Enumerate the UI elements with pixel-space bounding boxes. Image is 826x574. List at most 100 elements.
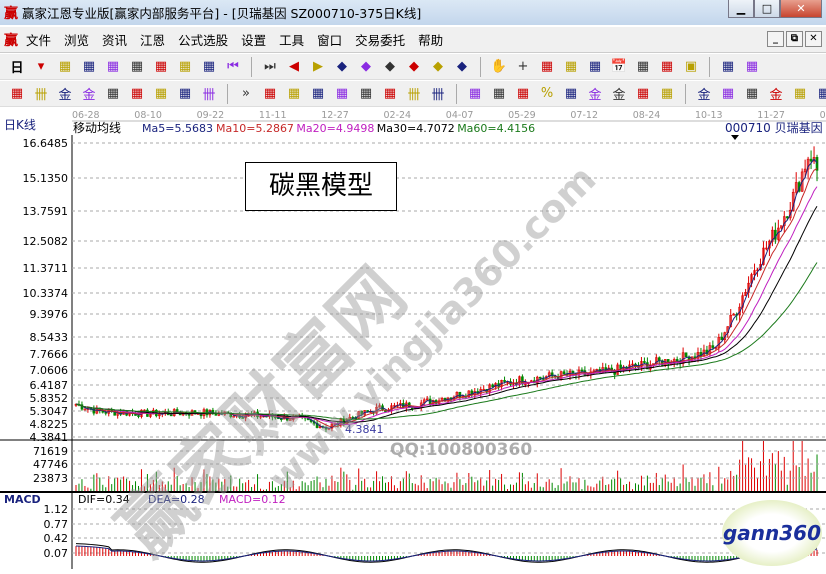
grid3-icon[interactable]: 卌 [407,88,421,103]
calculator-icon[interactable]: ▦ [636,59,650,74]
grid4-icon[interactable]: 卌 [431,88,445,103]
menu-gann[interactable]: 江恩 [140,33,166,48]
notes-icon[interactable]: ▦ [660,59,674,74]
fan-icon[interactable]: ▦ [287,86,301,101]
gold-circle-icon[interactable]: 金 [588,88,602,103]
square2-icon[interactable]: ▦ [335,86,349,101]
hand-icon[interactable]: ✋ [490,59,508,74]
shen-icon[interactable]: ▦ [793,86,807,101]
grid-icon[interactable]: 卌 [34,88,48,103]
menu-trade[interactable]: 交易委托 [355,33,406,48]
square-fan-icon[interactable]: ▦ [311,86,325,101]
gold-icon[interactable]: 金 [58,88,72,103]
gann-arrow-left-icon[interactable]: ◆ [337,59,347,74]
ma-line [75,205,818,423]
jie-icon[interactable]: ▦ [564,59,578,74]
menu-help[interactable]: 帮助 [418,33,444,48]
menu-settings[interactable]: 设置 [241,33,267,48]
ma-value: Ma5=5.5683 [142,122,213,135]
candle-body [547,372,551,377]
percent-icon[interactable]: % [540,86,554,101]
print-icon[interactable]: ▦ [745,59,759,74]
menu-browse[interactable]: 浏览 [64,33,90,48]
ma3-icon[interactable]: ▦ [106,59,120,74]
period-dropdown[interactable]: ▾ [37,59,45,74]
gold-line-icon[interactable]: 金 [697,88,711,103]
circle-icon[interactable]: ▦ [178,86,192,101]
gann-arrow-right-icon[interactable]: ◆ [361,59,371,74]
ying-icon[interactable]: ▦ [817,86,826,101]
gann-arrow-in-icon[interactable]: ◆ [409,59,419,74]
mdi-restore-button[interactable]: ⧉ [786,31,803,47]
first-icon[interactable]: ⏮ [227,59,239,74]
candle-body [765,247,768,250]
menu-formula[interactable]: 公式选股 [178,33,229,48]
candle-body [378,405,381,408]
percent-lines-icon[interactable]: ▦ [564,86,578,101]
candle-body [741,295,744,308]
ma9-icon[interactable]: ▦ [130,59,144,74]
candle-body [732,313,735,316]
j-icon[interactable]: ▦ [721,86,735,101]
last-icon[interactable]: ⏭ [264,59,276,74]
arrow-pen-icon[interactable]: ▦ [636,86,650,101]
parallel-icon[interactable]: ▦ [468,86,482,101]
crosshair-icon[interactable]: + [517,59,529,74]
line-tool-icon[interactable]: ▦ [540,59,554,74]
mdi-close-button[interactable]: ✕ [805,31,822,47]
gann-arrow-out-icon[interactable]: ◆ [433,59,443,74]
candle-type-icon[interactable]: ▦ [154,59,168,74]
weekly-icon[interactable]: ▦ [178,59,192,74]
candle-body [521,376,524,385]
network-icon[interactable]: ▦ [721,59,735,74]
gann-arrow-all-icon[interactable]: ◆ [457,59,467,74]
menu-info[interactable]: 资讯 [102,33,128,48]
candle-body [503,380,506,382]
pen2-icon[interactable]: ▦ [154,86,168,101]
macd-tick: 0.07 [44,547,69,560]
pen-icon[interactable]: ▦ [10,86,24,101]
date-label: 04-07 [446,110,474,121]
mdi-minimize-button[interactable]: _ [767,31,784,47]
info-icon[interactable]: ▦ [82,59,96,74]
toolbar-separator [709,56,710,77]
gold-lines-icon[interactable]: 金 [612,88,626,103]
grid2-icon[interactable]: 卌 [202,88,216,103]
gann-arrow-lr-icon[interactable]: ◆ [385,59,395,74]
ruler-icon[interactable]: ▦ [492,86,506,101]
minimize-button[interactable]: ▁ [728,0,754,18]
right-icon[interactable]: ▶ [313,59,323,74]
gold-slope-icon[interactable]: 金 [769,88,783,103]
left-icon[interactable]: ◀ [289,59,299,74]
spiral-icon[interactable]: ▦ [130,86,144,101]
pattern-icon[interactable]: ▦ [588,59,602,74]
price-tick: 4.3841 [30,431,69,444]
gold2-icon[interactable]: 金 [82,88,96,103]
maximize-button[interactable]: □ [754,0,780,18]
wave-icon[interactable]: ▦ [660,86,674,101]
save-icon[interactable]: ▣ [684,59,698,74]
kline-window-icon[interactable]: ▦ [58,59,72,74]
percent-slash-icon[interactable]: ▦ [516,86,530,101]
zigzag-icon[interactable]: ▦ [383,86,397,101]
menu-file[interactable]: 文件 [26,33,52,48]
box-icon[interactable]: ▦ [263,86,277,101]
f-lines-icon[interactable]: ▦ [745,86,759,101]
period-selector[interactable]: 日 [10,61,24,76]
flag-icon[interactable]: ▦ [202,59,216,74]
date-label: 01-10 [820,110,826,121]
angle-icon[interactable]: ▦ [359,86,373,101]
candle-body [771,229,774,242]
f-icon[interactable]: ▦ [106,86,120,101]
calendar-icon[interactable]: 📅 [610,59,628,74]
menu-window[interactable]: 窗口 [317,33,343,48]
more-icon[interactable]: » [242,86,250,101]
candle-body [619,364,622,369]
candle-body [92,408,96,414]
kline-chart[interactable]: 日K线 06-28 08-10 09-22 11-11 12-27 02-24 04-07 05… [0,107,826,569]
candle-body [580,369,584,372]
candle-body [259,415,262,418]
menu-tools[interactable]: 工具 [279,33,305,48]
price-tick: 9.3976 [30,308,69,321]
close-button[interactable]: ✕ [780,0,822,18]
